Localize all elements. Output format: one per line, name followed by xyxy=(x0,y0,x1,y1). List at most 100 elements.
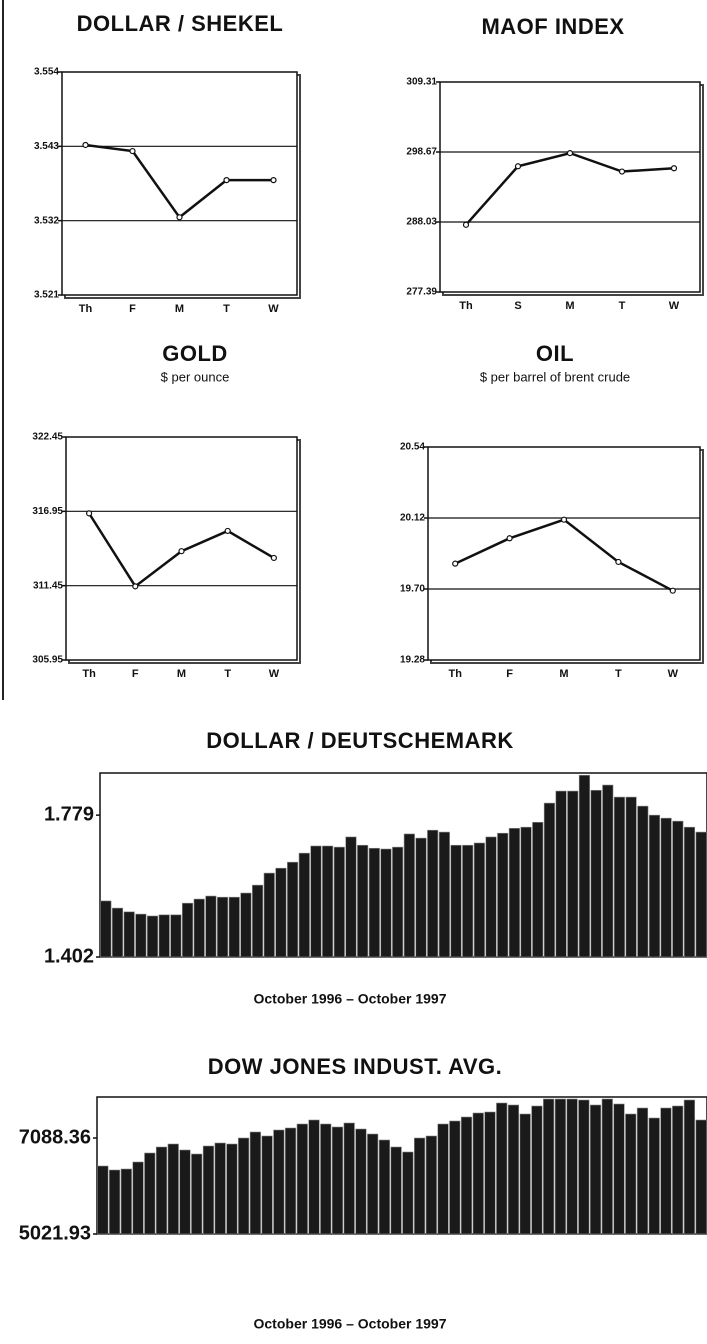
bar xyxy=(263,872,275,958)
bar xyxy=(532,821,544,958)
bar xyxy=(427,829,439,958)
bar xyxy=(497,832,509,958)
bar xyxy=(367,1133,379,1235)
bar xyxy=(589,1104,602,1235)
chart-title: MAOF INDEX xyxy=(481,14,624,39)
bar xyxy=(355,1128,367,1235)
y-tick-label: 305.95 xyxy=(32,655,63,666)
x-tick-label: Th xyxy=(79,303,93,315)
bar xyxy=(672,1105,684,1235)
y-tick-label: 19.70 xyxy=(400,584,425,595)
point xyxy=(270,177,277,184)
bar xyxy=(298,852,310,958)
bar xyxy=(111,907,124,958)
bar xyxy=(590,790,602,958)
bar xyxy=(182,902,194,958)
y-tick-label: 19.28 xyxy=(400,655,425,666)
y-tick-label: 288.03 xyxy=(406,217,437,228)
bar xyxy=(602,784,614,958)
bar xyxy=(240,892,252,958)
bar xyxy=(578,1099,590,1235)
bar xyxy=(566,1098,578,1235)
point xyxy=(670,165,678,172)
point xyxy=(669,587,676,594)
bar xyxy=(228,896,240,958)
bar xyxy=(415,837,427,958)
bar xyxy=(683,1099,695,1235)
x-tick-label: W xyxy=(268,303,279,315)
bar xyxy=(403,833,415,958)
bar xyxy=(97,1165,109,1235)
bar xyxy=(460,1116,473,1235)
bar xyxy=(296,1123,308,1235)
bar xyxy=(648,1117,660,1235)
bar xyxy=(484,1111,496,1235)
bar xyxy=(380,848,392,958)
bar xyxy=(193,898,205,958)
x-tick-label: Th xyxy=(448,668,462,680)
x-tick-label: M xyxy=(559,668,568,680)
x-tick-label: M xyxy=(565,300,574,312)
y-tick-label: 3.543 xyxy=(34,141,59,152)
x-tick-label: M xyxy=(175,303,184,315)
x-axis-label: October 1996 – October 1997 xyxy=(254,991,447,1007)
bar xyxy=(613,796,625,958)
bar xyxy=(310,845,322,958)
bar xyxy=(472,1112,484,1235)
chart-title: DOLLAR / SHEKEL xyxy=(77,11,284,36)
bar xyxy=(531,1105,543,1235)
point xyxy=(132,583,139,590)
x-tick-label: F xyxy=(506,668,513,680)
bar xyxy=(508,828,520,958)
bar xyxy=(672,820,684,958)
bar xyxy=(625,1113,637,1235)
bar xyxy=(249,1131,261,1235)
bar xyxy=(520,826,532,958)
bar xyxy=(625,796,637,958)
x-tick-label: F xyxy=(132,668,139,680)
bar xyxy=(660,817,672,958)
bar xyxy=(695,1119,707,1235)
point xyxy=(452,560,459,567)
plot-frame xyxy=(61,71,298,296)
x-tick-label: Th xyxy=(459,300,473,312)
y-tick-label: 7088.36 xyxy=(19,1126,91,1148)
x-tick-label: Th xyxy=(82,668,96,680)
y-tick-label: 3.554 xyxy=(34,67,59,78)
bar xyxy=(450,844,462,958)
y-tick-label: 20.12 xyxy=(400,513,425,524)
bar xyxy=(132,1161,144,1235)
bar xyxy=(202,1145,215,1235)
point xyxy=(560,516,568,523)
bar xyxy=(109,1169,121,1235)
y-tick-label: 1.779 xyxy=(44,803,94,825)
bar xyxy=(543,1098,555,1235)
chart-title: DOW JONES INDUST. AVG. xyxy=(208,1054,503,1079)
x-axis-label: October 1996 – October 1997 xyxy=(254,1316,447,1332)
point xyxy=(270,554,277,562)
bar xyxy=(343,1122,355,1235)
bar xyxy=(368,847,380,958)
bar xyxy=(275,867,287,958)
bar xyxy=(167,1143,179,1235)
x-tick-label: T xyxy=(223,303,230,315)
bar xyxy=(462,844,474,958)
bar xyxy=(507,1104,520,1235)
y-tick-label: 316.95 xyxy=(32,506,63,517)
bar xyxy=(123,911,135,958)
bar xyxy=(613,1103,625,1235)
bar xyxy=(402,1151,414,1235)
y-tick-label: 5021.93 xyxy=(19,1222,91,1244)
x-tick-label: W xyxy=(668,668,679,680)
point xyxy=(224,527,231,535)
point xyxy=(462,221,470,228)
x-tick-label: W xyxy=(669,300,680,312)
bar xyxy=(567,790,579,958)
bar xyxy=(322,845,334,958)
bar xyxy=(438,831,450,958)
bar xyxy=(636,1107,649,1235)
bar xyxy=(261,1135,273,1235)
point xyxy=(618,168,626,175)
bar xyxy=(473,842,485,958)
